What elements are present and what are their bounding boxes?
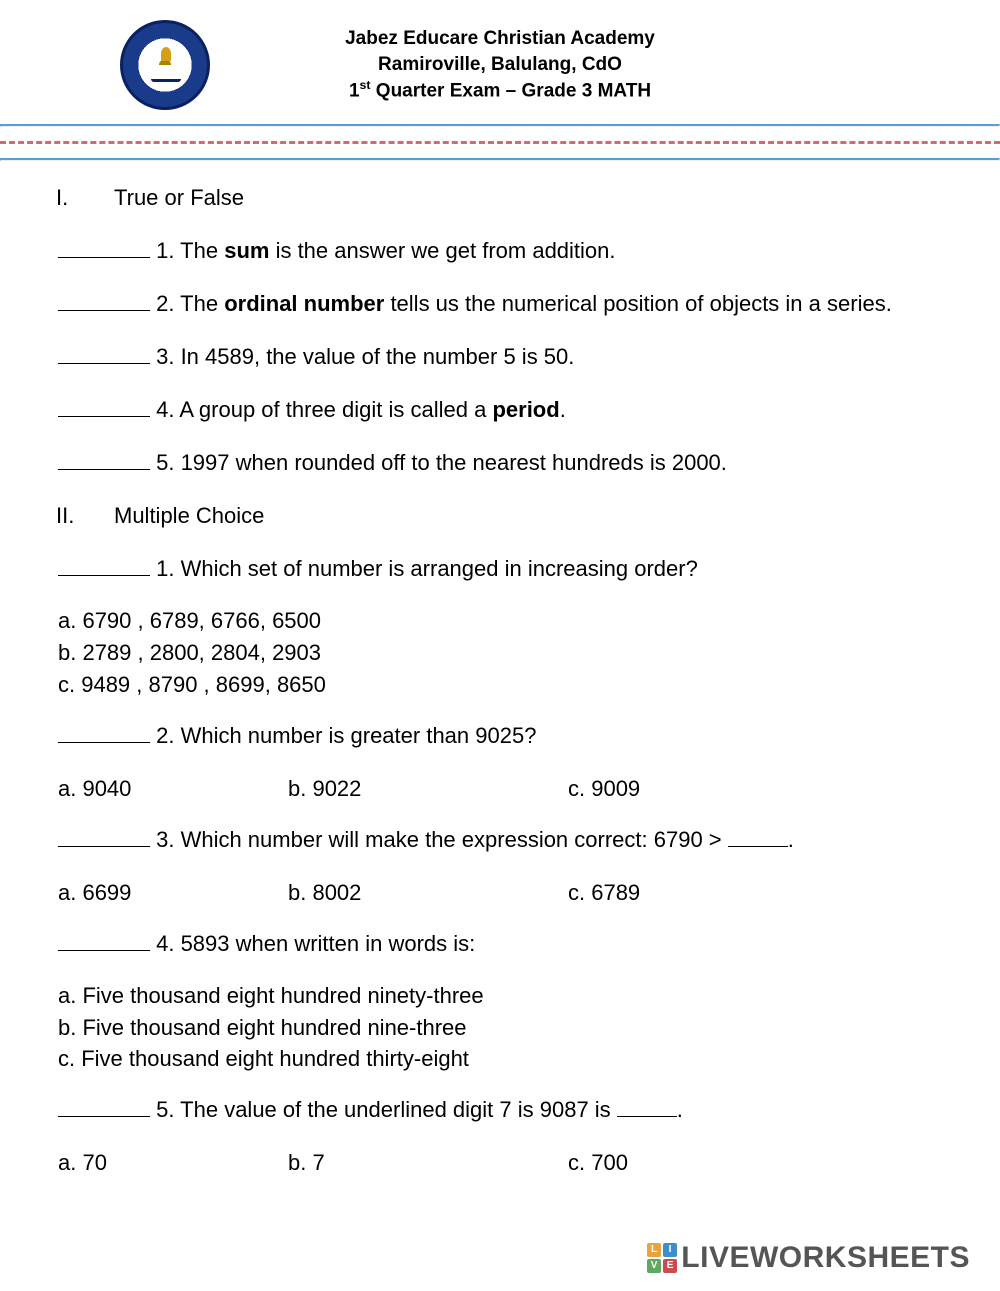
tf-question-2: 2. The ordinal number tells us the numer… [58,287,946,320]
school-name: Jabez Educare Christian Academy [210,26,790,52]
mc-options-5: a. 70 b. 7 c. 700 [58,1146,946,1179]
answer-blank[interactable] [58,469,150,470]
tf-question-1: 1. The sum is the answer we get from add… [58,234,946,267]
answer-blank[interactable] [58,257,150,258]
option-b[interactable]: b. 9022 [288,772,568,805]
option-a[interactable]: a. 70 [58,1146,288,1179]
tf-question-5: 5. 1997 when rounded off to the nearest … [58,446,946,479]
option-c[interactable]: c. Five thousand eight hundred thirty-ei… [58,1043,946,1075]
section-2-heading: II. Multiple Choice [56,499,946,532]
inline-blank [617,1116,677,1117]
section-roman: II. [56,499,114,532]
answer-blank[interactable] [58,310,150,311]
tf-question-3: 3. In 4589, the value of the number 5 is… [58,340,946,373]
option-b[interactable]: b. 7 [288,1146,568,1179]
divider-blue-top [0,124,1000,127]
school-logo [120,20,210,110]
answer-blank[interactable] [58,742,150,743]
content: I. True or False 1. The sum is the answe… [0,161,1000,1179]
section-roman: I. [56,181,114,214]
section-1-heading: I. True or False [56,181,946,214]
inline-blank [728,846,788,847]
option-a[interactable]: a. Five thousand eight hundred ninety-th… [58,980,946,1012]
option-c[interactable]: c. 6789 [568,876,946,909]
watermark-text: LIVEWORKSHEETS [681,1241,970,1275]
answer-blank[interactable] [58,575,150,576]
option-b[interactable]: b. 8002 [288,876,568,909]
mc-question-4: 4. 5893 when written in words is: [58,927,946,960]
mc-options-1: a. 6790 , 6789, 6766, 6500 b. 2789 , 280… [58,605,946,701]
option-a[interactable]: a. 9040 [58,772,288,805]
header-text: Jabez Educare Christian Academy Ramirovi… [210,26,1000,104]
option-a[interactable]: a. 6699 [58,876,288,909]
watermark: L I V E LIVEWORKSHEETS [647,1241,970,1275]
section-title: Multiple Choice [114,499,264,532]
answer-blank[interactable] [58,363,150,364]
mc-options-4: a. Five thousand eight hundred ninety-th… [58,980,946,1076]
option-b[interactable]: b. 2789 , 2800, 2804, 2903 [58,637,946,669]
exam-title: 1st Quarter Exam – Grade 3 MATH [210,77,790,104]
mc-question-5: 5. The value of the underlined digit 7 i… [58,1093,946,1126]
school-address: Ramiroville, Balulang, CdO [210,52,790,78]
watermark-icon: L I V E [647,1243,677,1273]
header: Jabez Educare Christian Academy Ramirovi… [0,0,1000,124]
mc-question-2: 2. Which number is greater than 9025? [58,719,946,752]
tf-question-4: 4. A group of three digit is called a pe… [58,393,946,426]
answer-blank[interactable] [58,416,150,417]
answer-blank[interactable] [58,846,150,847]
option-c[interactable]: c. 9009 [568,772,946,805]
option-c[interactable]: c. 9489 , 8790 , 8699, 8650 [58,669,946,701]
option-c[interactable]: c. 700 [568,1146,946,1179]
section-title: True or False [114,181,244,214]
mc-question-3: 3. Which number will make the expression… [58,823,946,856]
mc-options-2: a. 9040 b. 9022 c. 9009 [58,772,946,805]
mc-question-1: 1. Which set of number is arranged in in… [58,552,946,585]
answer-blank[interactable] [58,950,150,951]
mc-options-3: a. 6699 b. 8002 c. 6789 [58,876,946,909]
divider-red-dashed [0,141,1000,144]
option-b[interactable]: b. Five thousand eight hundred nine-thre… [58,1012,946,1044]
answer-blank[interactable] [58,1116,150,1117]
option-a[interactable]: a. 6790 , 6789, 6766, 6500 [58,605,946,637]
